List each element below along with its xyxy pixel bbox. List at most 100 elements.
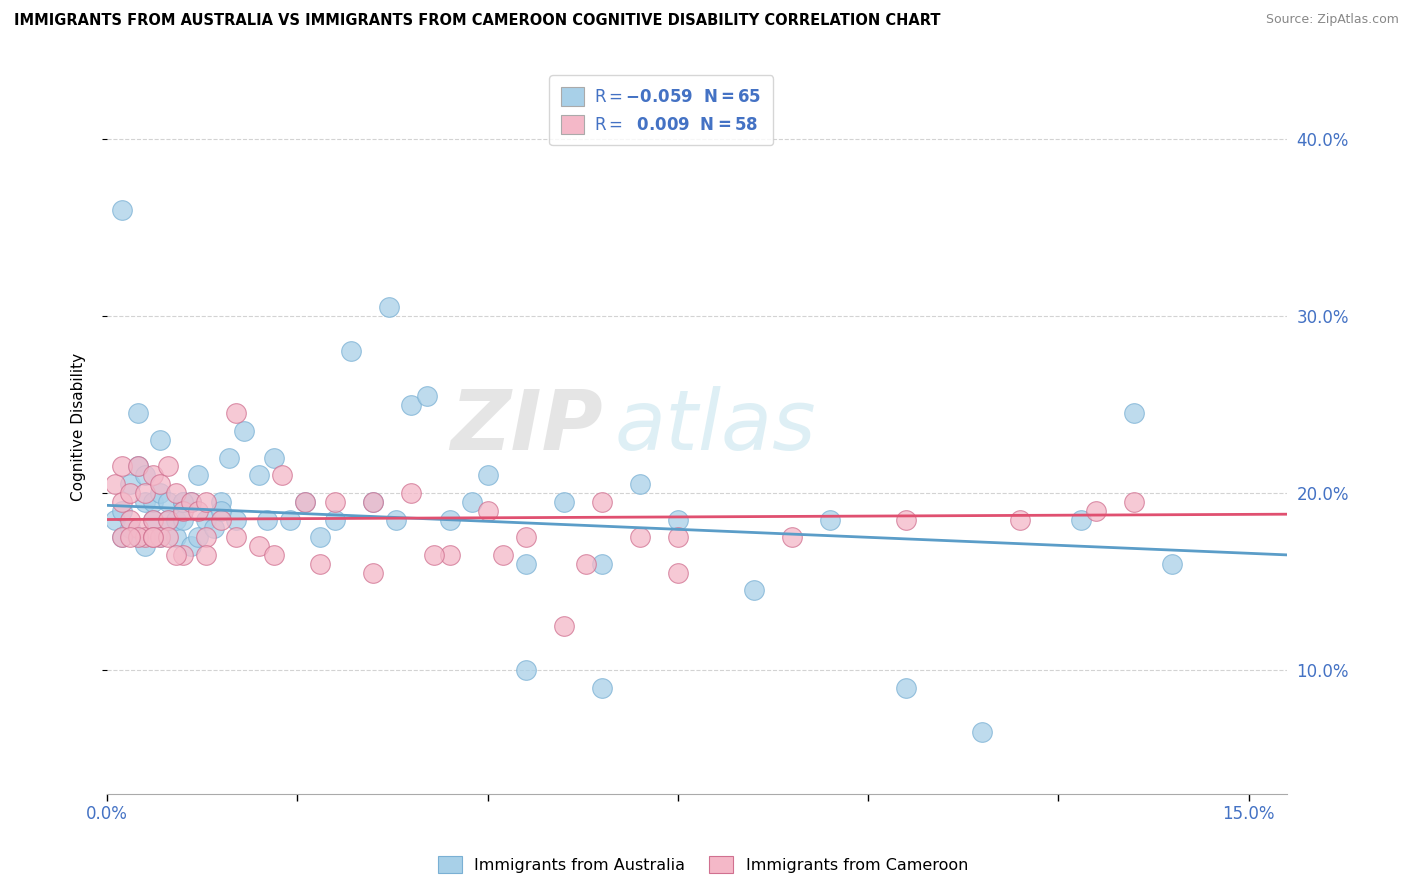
Point <box>156 459 179 474</box>
Point <box>666 566 689 580</box>
Point <box>666 512 689 526</box>
Point <box>515 663 537 677</box>
Point <box>172 503 194 517</box>
Point <box>180 495 202 509</box>
Point <box>439 548 461 562</box>
Point <box>477 503 499 517</box>
Point <box>149 477 172 491</box>
Point <box>553 495 575 509</box>
Point <box>309 557 332 571</box>
Point <box>591 681 613 695</box>
Point <box>1123 495 1146 509</box>
Point <box>780 530 803 544</box>
Point <box>1123 406 1146 420</box>
Point <box>1161 557 1184 571</box>
Text: atlas: atlas <box>614 386 815 467</box>
Point <box>118 486 141 500</box>
Point <box>127 530 149 544</box>
Point <box>111 495 134 509</box>
Point <box>628 477 651 491</box>
Point <box>1070 512 1092 526</box>
Point <box>165 512 187 526</box>
Point <box>195 512 218 526</box>
Point <box>127 406 149 420</box>
Point <box>118 512 141 526</box>
Point <box>111 202 134 217</box>
Point <box>172 548 194 562</box>
Point <box>165 530 187 544</box>
Text: ZIP: ZIP <box>450 386 603 467</box>
Point <box>515 557 537 571</box>
Point <box>575 557 598 571</box>
Point <box>118 521 141 535</box>
Point <box>187 468 209 483</box>
Point <box>247 468 270 483</box>
Point <box>142 495 165 509</box>
Point <box>591 557 613 571</box>
Point <box>127 530 149 544</box>
Point <box>142 468 165 483</box>
Point <box>363 495 385 509</box>
Point <box>111 530 134 544</box>
Point <box>339 344 361 359</box>
Point <box>180 539 202 553</box>
Point <box>363 566 385 580</box>
Point <box>209 495 232 509</box>
Point <box>1010 512 1032 526</box>
Point <box>325 512 347 526</box>
Point <box>309 530 332 544</box>
Point <box>894 681 917 695</box>
Point <box>111 503 134 517</box>
Point <box>172 495 194 509</box>
Point <box>127 521 149 535</box>
Point <box>294 495 316 509</box>
Point <box>401 486 423 500</box>
Point <box>142 512 165 526</box>
Point <box>180 495 202 509</box>
Point <box>127 459 149 474</box>
Point <box>225 530 247 544</box>
Point <box>247 539 270 553</box>
Point <box>325 495 347 509</box>
Point <box>149 486 172 500</box>
Point <box>195 495 218 509</box>
Point <box>461 495 484 509</box>
Point <box>591 495 613 509</box>
Point <box>134 539 156 553</box>
Point <box>233 424 256 438</box>
Point <box>385 512 408 526</box>
Point <box>156 512 179 526</box>
Point <box>515 530 537 544</box>
Point <box>134 495 156 509</box>
Point <box>156 530 179 544</box>
Point <box>104 512 127 526</box>
Point <box>134 486 156 500</box>
Point <box>156 495 179 509</box>
Point <box>149 530 172 544</box>
Point <box>209 503 232 517</box>
Point <box>149 530 172 544</box>
Point <box>127 459 149 474</box>
Point <box>172 512 194 526</box>
Point <box>363 495 385 509</box>
Point <box>415 389 437 403</box>
Point <box>377 300 399 314</box>
Point <box>195 530 218 544</box>
Point <box>972 724 994 739</box>
Point <box>218 450 240 465</box>
Point <box>172 495 194 509</box>
Point <box>263 548 285 562</box>
Point <box>187 530 209 544</box>
Point <box>256 512 278 526</box>
Legend: $\mathregular{R = }$$\mathbf{-0.059}$  $\mathbf{N = 65}$, $\mathregular{R = }$$\: $\mathregular{R = }$$\mathbf{-0.059}$ $\… <box>550 75 773 145</box>
Point <box>118 530 141 544</box>
Point <box>271 468 294 483</box>
Point <box>666 530 689 544</box>
Legend: Immigrants from Australia, Immigrants from Cameroon: Immigrants from Australia, Immigrants fr… <box>432 849 974 880</box>
Point <box>401 398 423 412</box>
Point <box>142 530 165 544</box>
Point <box>278 512 301 526</box>
Point <box>423 548 446 562</box>
Point <box>1085 503 1108 517</box>
Point <box>165 548 187 562</box>
